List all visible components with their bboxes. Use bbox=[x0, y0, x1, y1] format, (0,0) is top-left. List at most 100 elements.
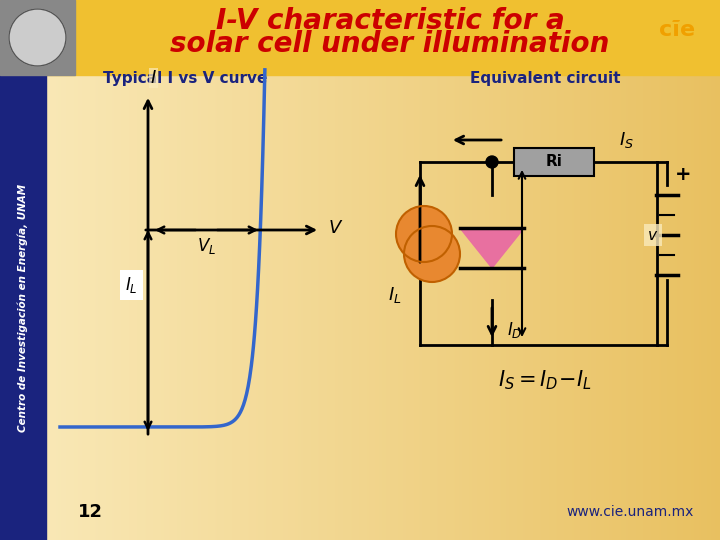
Bar bbox=[220, 0, 221, 540]
Bar bbox=[182, 0, 183, 540]
Bar bbox=[398, 0, 399, 540]
Bar bbox=[422, 0, 423, 540]
Bar bbox=[243, 0, 244, 540]
Bar bbox=[57, 0, 58, 540]
Bar bbox=[709, 0, 710, 540]
Bar bbox=[331, 0, 332, 540]
Bar bbox=[205, 0, 206, 540]
Bar bbox=[612, 0, 613, 540]
Text: Typical I vs V curve: Typical I vs V curve bbox=[103, 71, 267, 85]
Bar bbox=[509, 0, 510, 540]
Bar bbox=[187, 0, 188, 540]
Bar bbox=[488, 0, 489, 540]
Bar bbox=[538, 0, 539, 540]
Bar bbox=[515, 0, 516, 540]
Bar bbox=[246, 0, 247, 540]
Bar bbox=[514, 148, 594, 176]
Bar bbox=[524, 0, 525, 540]
Bar bbox=[103, 0, 104, 540]
Bar bbox=[304, 0, 305, 540]
Bar bbox=[359, 0, 360, 540]
Bar bbox=[559, 0, 560, 540]
Bar bbox=[332, 0, 333, 540]
Bar bbox=[511, 0, 512, 540]
Bar bbox=[358, 0, 359, 540]
Bar bbox=[23, 0, 24, 540]
Bar bbox=[2, 0, 3, 540]
Bar bbox=[80, 0, 81, 540]
Bar bbox=[104, 0, 105, 540]
Bar bbox=[645, 0, 646, 540]
Bar bbox=[78, 0, 79, 540]
Bar bbox=[339, 0, 340, 540]
Bar bbox=[407, 0, 408, 540]
Bar bbox=[614, 0, 615, 540]
Bar bbox=[608, 0, 609, 540]
Bar bbox=[266, 0, 267, 540]
Bar bbox=[385, 0, 386, 540]
Bar bbox=[589, 0, 590, 540]
Bar bbox=[121, 0, 122, 540]
Bar bbox=[210, 0, 211, 540]
Bar bbox=[18, 0, 19, 540]
Bar bbox=[533, 0, 534, 540]
Bar bbox=[375, 0, 376, 540]
Bar bbox=[109, 0, 110, 540]
Bar bbox=[22, 0, 23, 540]
Bar bbox=[593, 0, 594, 540]
Bar bbox=[489, 0, 490, 540]
Bar bbox=[569, 0, 570, 540]
Bar bbox=[231, 0, 232, 540]
Bar bbox=[95, 0, 96, 540]
Bar bbox=[473, 0, 474, 540]
Bar bbox=[684, 0, 685, 540]
Bar bbox=[138, 0, 139, 540]
Bar bbox=[500, 0, 501, 540]
Bar bbox=[281, 0, 282, 540]
Bar bbox=[141, 0, 142, 540]
Bar bbox=[110, 0, 111, 540]
Bar bbox=[496, 0, 497, 540]
Bar bbox=[74, 0, 75, 540]
Bar bbox=[61, 0, 62, 540]
Bar bbox=[546, 0, 547, 540]
Bar bbox=[409, 0, 410, 540]
Bar bbox=[610, 0, 611, 540]
Bar bbox=[37, 0, 38, 540]
Bar bbox=[543, 0, 544, 540]
Bar bbox=[554, 0, 555, 540]
Bar bbox=[428, 0, 429, 540]
Bar bbox=[483, 0, 484, 540]
Bar bbox=[381, 0, 382, 540]
Bar bbox=[29, 0, 30, 540]
Bar bbox=[309, 0, 310, 540]
Bar bbox=[634, 0, 635, 540]
Bar bbox=[666, 0, 667, 540]
Bar bbox=[437, 0, 438, 540]
Bar bbox=[307, 0, 308, 540]
Bar bbox=[573, 0, 574, 540]
Bar bbox=[548, 0, 549, 540]
Bar bbox=[25, 0, 26, 540]
Bar bbox=[215, 0, 216, 540]
Bar bbox=[136, 0, 137, 540]
Bar bbox=[69, 0, 70, 540]
Bar bbox=[388, 0, 389, 540]
Bar bbox=[705, 0, 706, 540]
Bar bbox=[677, 0, 678, 540]
Bar bbox=[427, 0, 428, 540]
Bar bbox=[557, 0, 558, 540]
Bar bbox=[474, 0, 475, 540]
Bar bbox=[563, 0, 564, 540]
Bar bbox=[278, 0, 279, 540]
Bar bbox=[567, 0, 568, 540]
Bar bbox=[338, 0, 339, 540]
Bar bbox=[376, 0, 377, 540]
Bar bbox=[93, 0, 94, 540]
Bar bbox=[329, 0, 330, 540]
Text: $I_S$: $I_S$ bbox=[619, 130, 634, 150]
Bar bbox=[532, 0, 533, 540]
Polygon shape bbox=[460, 228, 524, 268]
Bar bbox=[368, 0, 369, 540]
Bar bbox=[566, 0, 567, 540]
